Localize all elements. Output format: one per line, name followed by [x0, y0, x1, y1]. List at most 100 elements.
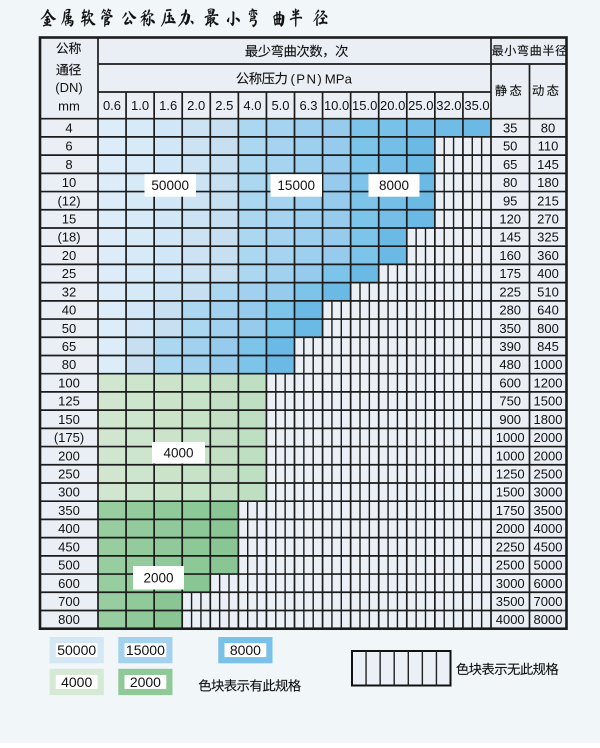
svg-text:5.0: 5.0 — [271, 98, 289, 113]
svg-text:450: 450 — [58, 539, 80, 554]
svg-text:480: 480 — [499, 357, 521, 372]
svg-text:1500: 1500 — [534, 394, 563, 409]
svg-text:700: 700 — [58, 594, 80, 609]
svg-text:6: 6 — [65, 139, 72, 154]
svg-text:215: 215 — [537, 193, 559, 208]
svg-text:7000: 7000 — [534, 594, 563, 609]
svg-text:350: 350 — [58, 503, 80, 518]
svg-text:25: 25 — [62, 266, 76, 281]
svg-text:65: 65 — [62, 339, 76, 354]
svg-text:15.0: 15.0 — [352, 98, 377, 113]
svg-text:750: 750 — [499, 394, 521, 409]
svg-text:1.6: 1.6 — [159, 98, 177, 113]
svg-text:1800: 1800 — [534, 412, 563, 427]
svg-text:80: 80 — [503, 175, 517, 190]
svg-text:1500: 1500 — [496, 485, 525, 500]
svg-text:360: 360 — [537, 248, 559, 263]
svg-text:100: 100 — [58, 375, 80, 390]
svg-text:8000: 8000 — [379, 178, 409, 193]
svg-text:2500: 2500 — [496, 558, 525, 573]
svg-text:50: 50 — [503, 139, 517, 154]
svg-text:32: 32 — [62, 284, 76, 299]
svg-text:845: 845 — [537, 339, 559, 354]
svg-text:15000: 15000 — [126, 642, 165, 658]
svg-text:1000: 1000 — [496, 430, 525, 445]
svg-text:500: 500 — [58, 558, 80, 573]
svg-text:145: 145 — [499, 230, 521, 245]
svg-text:32.0: 32.0 — [436, 98, 461, 113]
svg-text:(18): (18) — [57, 230, 80, 245]
svg-text:1250: 1250 — [496, 467, 525, 482]
svg-text:80: 80 — [62, 357, 76, 372]
svg-text:4000: 4000 — [496, 612, 525, 627]
svg-text:4500: 4500 — [534, 539, 563, 554]
svg-text:50: 50 — [62, 321, 76, 336]
svg-text:120: 120 — [499, 212, 521, 227]
svg-text:1.0: 1.0 — [131, 98, 149, 113]
svg-text:3500: 3500 — [496, 594, 525, 609]
svg-text:1000: 1000 — [534, 357, 563, 372]
svg-text:1750: 1750 — [496, 503, 525, 518]
svg-text:mm: mm — [58, 99, 80, 114]
svg-text:225: 225 — [499, 284, 521, 299]
svg-text:(PN): (PN) — [291, 71, 324, 86]
svg-text:1000: 1000 — [496, 448, 525, 463]
svg-text:145: 145 — [537, 157, 559, 172]
svg-text:400: 400 — [537, 266, 559, 281]
svg-text:2000: 2000 — [143, 571, 173, 586]
svg-text:4000: 4000 — [163, 446, 193, 461]
svg-text:600: 600 — [58, 576, 80, 591]
svg-text:4000: 4000 — [61, 674, 92, 690]
svg-text:390: 390 — [499, 339, 521, 354]
svg-text:325: 325 — [537, 230, 559, 245]
svg-text:15: 15 — [62, 212, 76, 227]
svg-text:280: 280 — [499, 303, 521, 318]
svg-text:0.6: 0.6 — [103, 98, 121, 113]
svg-text:2.0: 2.0 — [187, 98, 205, 113]
svg-text:3000: 3000 — [496, 576, 525, 591]
svg-text:6000: 6000 — [534, 576, 563, 591]
svg-text:800: 800 — [537, 321, 559, 336]
svg-text:6.3: 6.3 — [299, 98, 317, 113]
svg-text:8: 8 — [65, 157, 72, 172]
svg-text:20.0: 20.0 — [380, 98, 405, 113]
svg-text:2.5: 2.5 — [215, 98, 233, 113]
svg-text:640: 640 — [537, 303, 559, 318]
svg-text:(12): (12) — [57, 193, 80, 208]
svg-text:2250: 2250 — [496, 539, 525, 554]
svg-text:3500: 3500 — [534, 503, 563, 518]
svg-text:MPa: MPa — [325, 71, 353, 86]
svg-text:2000: 2000 — [496, 521, 525, 536]
svg-text:8000: 8000 — [534, 612, 563, 627]
svg-text:300: 300 — [58, 485, 80, 500]
svg-text:20: 20 — [62, 248, 76, 263]
svg-text:5000: 5000 — [534, 558, 563, 573]
svg-text:10: 10 — [62, 175, 76, 190]
svg-text:110: 110 — [538, 139, 559, 154]
svg-text:95: 95 — [503, 193, 517, 208]
svg-text:175: 175 — [499, 266, 521, 281]
svg-text:150: 150 — [58, 412, 80, 427]
svg-text:125: 125 — [58, 394, 80, 409]
svg-text:10.0: 10.0 — [324, 98, 349, 113]
svg-text:4000: 4000 — [534, 521, 563, 536]
svg-text:15000: 15000 — [277, 178, 315, 193]
svg-text:2000: 2000 — [534, 430, 563, 445]
svg-text:270: 270 — [537, 212, 559, 227]
svg-text:80: 80 — [541, 120, 555, 135]
svg-text:800: 800 — [58, 612, 80, 627]
svg-text:8000: 8000 — [230, 642, 261, 658]
svg-text:25.0: 25.0 — [408, 98, 433, 113]
svg-text:1200: 1200 — [534, 375, 563, 390]
svg-text:50000: 50000 — [57, 642, 96, 658]
svg-text:2500: 2500 — [534, 467, 563, 482]
svg-text:600: 600 — [499, 375, 521, 390]
svg-text:(DN): (DN) — [55, 80, 82, 95]
svg-text:(175): (175) — [54, 430, 84, 445]
svg-text:160: 160 — [499, 248, 521, 263]
svg-text:900: 900 — [499, 412, 521, 427]
svg-text:2000: 2000 — [130, 674, 161, 690]
svg-text:3000: 3000 — [534, 485, 563, 500]
svg-text:250: 250 — [58, 467, 80, 482]
svg-text:400: 400 — [58, 521, 80, 536]
